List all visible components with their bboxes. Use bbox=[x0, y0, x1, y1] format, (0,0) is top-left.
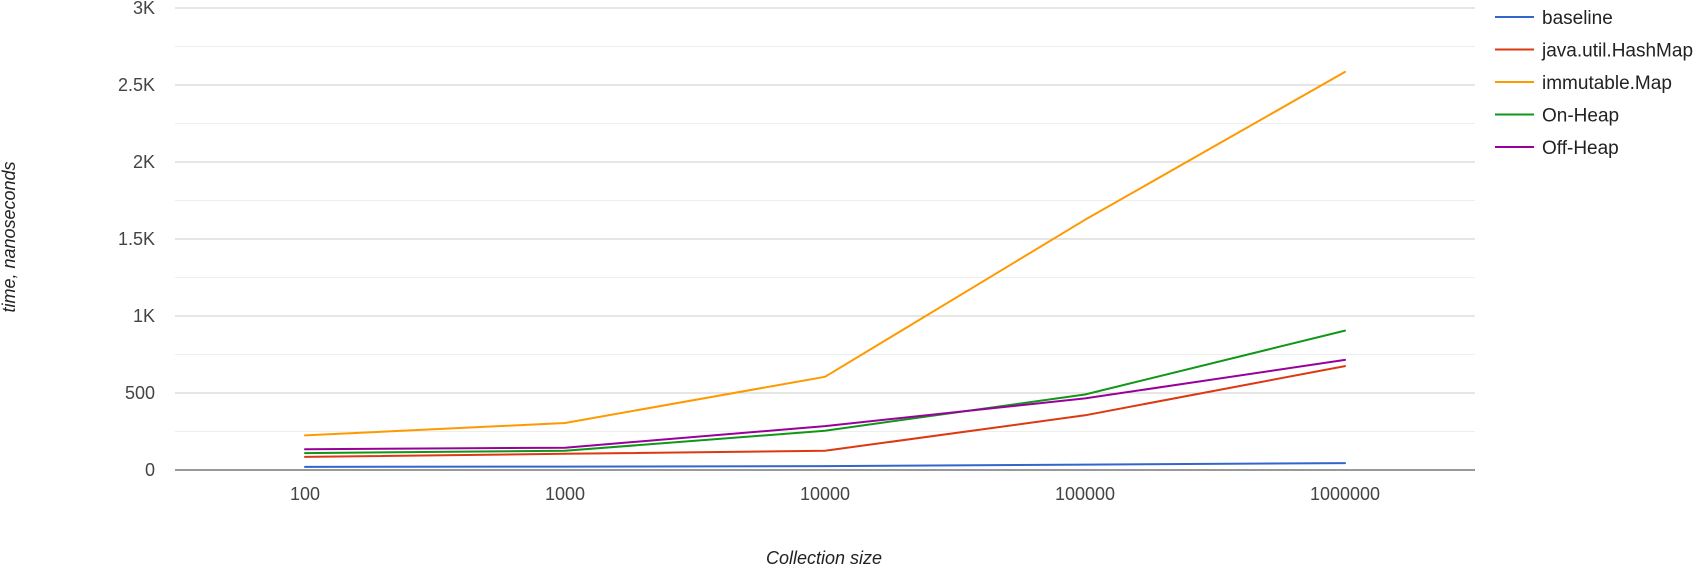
legend-item-off-heap[interactable]: Off-Heap bbox=[1495, 138, 1619, 159]
x-tick-label: 1000 bbox=[545, 484, 585, 504]
legend-label: On-Heap bbox=[1542, 106, 1619, 127]
y-tick-label: 500 bbox=[125, 383, 155, 403]
series-lines bbox=[304, 70, 1346, 468]
legend: baseline java.util.HashMap immutable.Map On… bbox=[1495, 8, 1693, 159]
x-axis-title: Collection size bbox=[766, 548, 882, 565]
legend-item-on-heap[interactable]: On-Heap bbox=[1495, 106, 1619, 127]
legend-item-baseline[interactable]: baseline bbox=[1495, 8, 1613, 29]
axes: 0 500 1K 1.5K 2K 2.5K 3K 100 1000 10000 100000 1000… bbox=[118, 0, 1475, 504]
legend-label: Off-Heap bbox=[1542, 138, 1619, 159]
y-tick-label: 1.5K bbox=[118, 229, 155, 249]
legend-label: immutable.Map bbox=[1542, 73, 1672, 94]
x-tick-label: 100000 bbox=[1055, 484, 1115, 504]
series-line-immutable-map bbox=[304, 70, 1346, 437]
x-tick-label: 100 bbox=[290, 484, 320, 504]
legend-item-java-util-hashmap[interactable]: java.util.HashMap bbox=[1495, 41, 1693, 62]
x-tick-label: 10000 bbox=[800, 484, 850, 504]
legend-label: baseline bbox=[1542, 8, 1613, 29]
y-tick-label: 2.5K bbox=[118, 75, 155, 95]
series-line-baseline bbox=[304, 462, 1346, 468]
series-line-off-heap bbox=[304, 358, 1346, 451]
y-tick-label: 1K bbox=[133, 306, 155, 326]
x-tick-label: 1000000 bbox=[1310, 484, 1380, 504]
legend-item-immutable-map[interactable]: immutable.Map bbox=[1495, 73, 1672, 94]
y-tick-label: 3K bbox=[133, 0, 155, 18]
series-line-on-heap bbox=[304, 329, 1346, 455]
y-tick-label: 2K bbox=[133, 152, 155, 172]
y-axis-title: time, nanoseconds bbox=[0, 161, 19, 312]
y-tick-label: 0 bbox=[145, 460, 155, 480]
series-line-java-util-hashmap bbox=[304, 365, 1346, 458]
legend-label: java.util.HashMap bbox=[1541, 41, 1693, 62]
gridlines bbox=[175, 7, 1475, 432]
